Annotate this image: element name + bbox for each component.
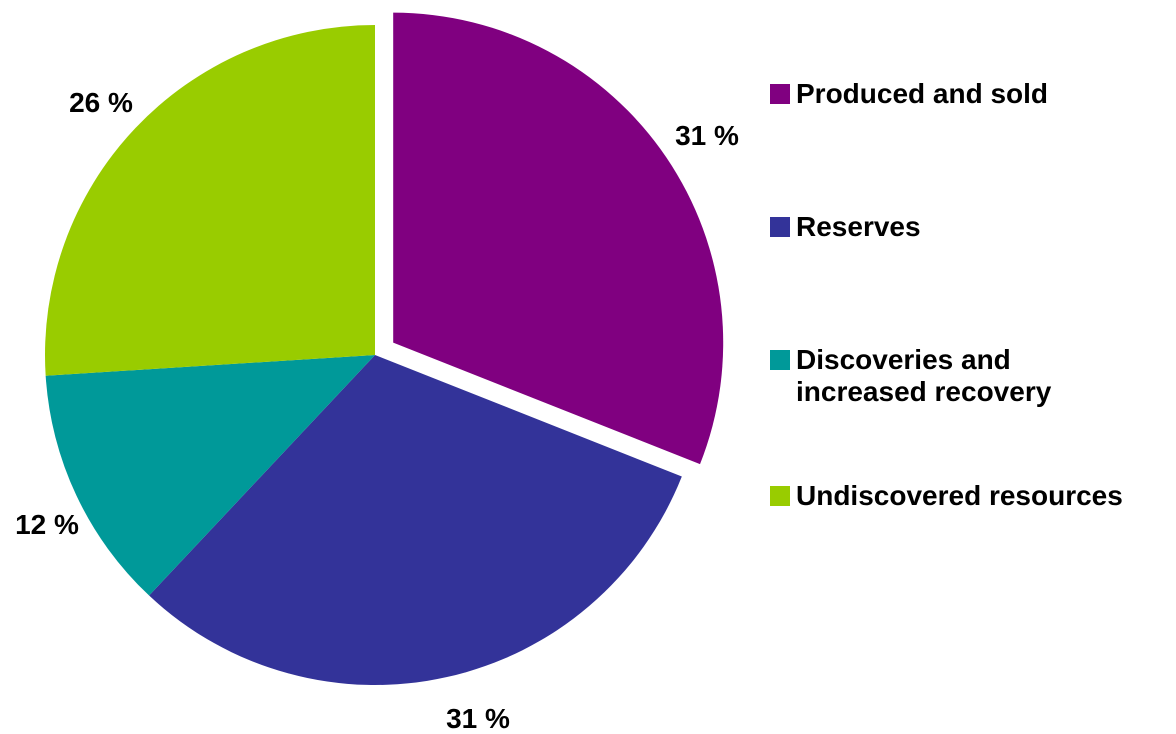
legend-item-discoveries: Discoveries and increased recovery — [770, 344, 1051, 408]
pie-slice-discoveries-and-increased-recovery — [45, 355, 375, 596]
legend-item-reserves: Reserves — [770, 211, 921, 243]
pie-labels: 31 % 31 % 12 % 26 % — [15, 87, 739, 734]
legend-swatch-reserves — [770, 217, 790, 237]
slice-label-undiscovered-resources: 26 % — [69, 87, 133, 118]
legend-swatch-produced-and-sold — [770, 84, 790, 104]
slice-label-reserves: 31 % — [446, 703, 510, 734]
slice-label-produced-and-sold: 31 % — [675, 120, 739, 151]
legend-swatch-discoveries — [770, 350, 790, 370]
legend-item-produced-and-sold: Produced and sold — [770, 78, 1048, 110]
legend-swatch-undiscovered-resources — [770, 486, 790, 506]
pie-slices — [44, 12, 724, 685]
legend-item-undiscovered-resources: Undiscovered resources — [770, 480, 1123, 512]
legend-label-undiscovered-resources: Undiscovered resources — [796, 480, 1123, 511]
slice-label-discoveries-and-increased-recovery: 12 % — [15, 509, 79, 540]
pie-slice-reserves — [149, 355, 682, 685]
pie-slice-produced-and-sold — [393, 12, 724, 465]
pie-slice-undiscovered-resources — [44, 25, 375, 376]
legend-label-reserves: Reserves — [796, 211, 921, 242]
legend-label-produced-and-sold: Produced and sold — [796, 78, 1049, 109]
legend-label-discoveries: Discoveries and increased recovery — [796, 344, 1052, 407]
